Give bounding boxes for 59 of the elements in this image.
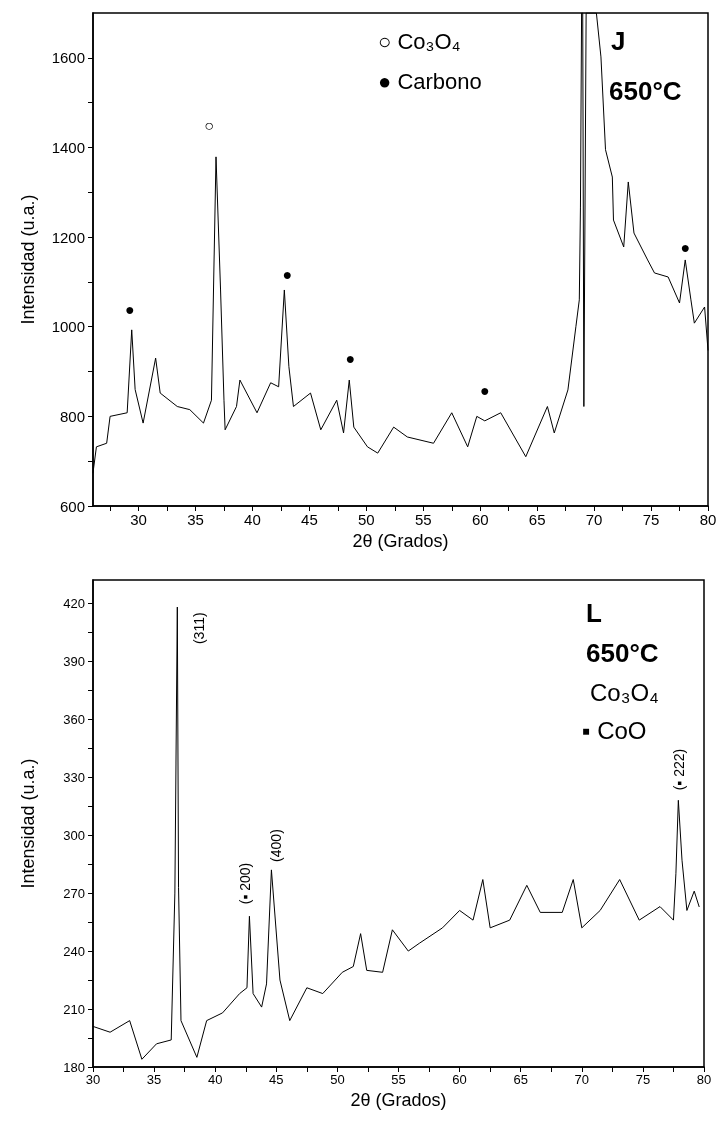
y-tick-label: 420 [63,595,85,611]
annotation: ● [124,301,135,319]
annotation: ● [282,266,293,284]
y-tick-label: 600 [59,497,85,515]
x-axis-title: 2θ (Grados) [350,1090,447,1110]
y-tick-label: 330 [63,769,85,785]
annotation: ● Carbono [378,68,482,94]
y-tick-label: 800 [59,407,85,425]
annotation: ○ [204,117,214,135]
y-axis-title: Intensidad (u.a.) [18,194,38,325]
x-tick-label: 60 [452,1072,467,1087]
annotation: 650°C [609,76,682,106]
y-tick-label: 390 [63,653,85,669]
y-tick-label: 1600 [51,49,85,67]
y-tick-label: 300 [63,827,85,843]
x-tick-label: 65 [513,1072,528,1087]
annotation: ● [479,382,490,400]
x-axis-title: 2θ (Grados) [352,530,449,551]
x-tick-label: 70 [585,511,603,528]
annotation: ○ Co₃O₄ [378,28,461,54]
x-tick-label: 75 [642,511,660,528]
annotation: J [611,26,626,56]
annotation: ● [345,349,356,367]
x-tick-label: 75 [635,1072,651,1087]
y-tick-label: 210 [63,1001,85,1017]
annotation: 650°C [586,638,659,668]
y-tick-label: 1000 [51,318,85,336]
x-tick-label: 55 [414,511,432,528]
annotation: L [586,598,602,628]
x-tick-label: 80 [699,511,717,528]
x-tick-label: 55 [391,1072,406,1087]
annotation: (▪ 222) [671,748,688,791]
x-tick-label: 50 [357,511,375,528]
annotation: ● [680,239,691,257]
y-tick-label: 1400 [51,138,85,156]
x-tick-label: 80 [696,1072,712,1087]
y-tick-label: 240 [63,943,85,959]
y-tick-label: 270 [63,885,85,901]
x-tick-label: 35 [187,511,204,528]
x-tick-label: 45 [301,511,318,528]
x-tick-label: 50 [330,1072,345,1087]
x-tick-label: 30 [85,1072,101,1087]
y-tick-label: 1200 [51,228,85,246]
annotation: (▪ 200) [237,862,254,905]
x-tick-label: 35 [146,1072,162,1087]
x-tick-label: 40 [207,1072,223,1087]
x-tick-label: 70 [574,1072,590,1087]
y-axis-title: Intensidad (u.a.) [18,758,38,889]
y-tick-label: 180 [63,1059,85,1075]
x-tick-label: 65 [528,511,546,528]
x-tick-label: 30 [130,511,147,528]
x-tick-label: 45 [269,1072,284,1087]
annotation: (400) [268,829,285,862]
x-tick-label: 60 [471,511,489,528]
y-tick-label: 360 [63,711,85,727]
annotation: Co₃O₄ [590,678,659,706]
x-tick-label: 40 [244,511,261,528]
annotation: ▪ CoO [582,716,647,744]
annotation: (311) [191,612,208,645]
